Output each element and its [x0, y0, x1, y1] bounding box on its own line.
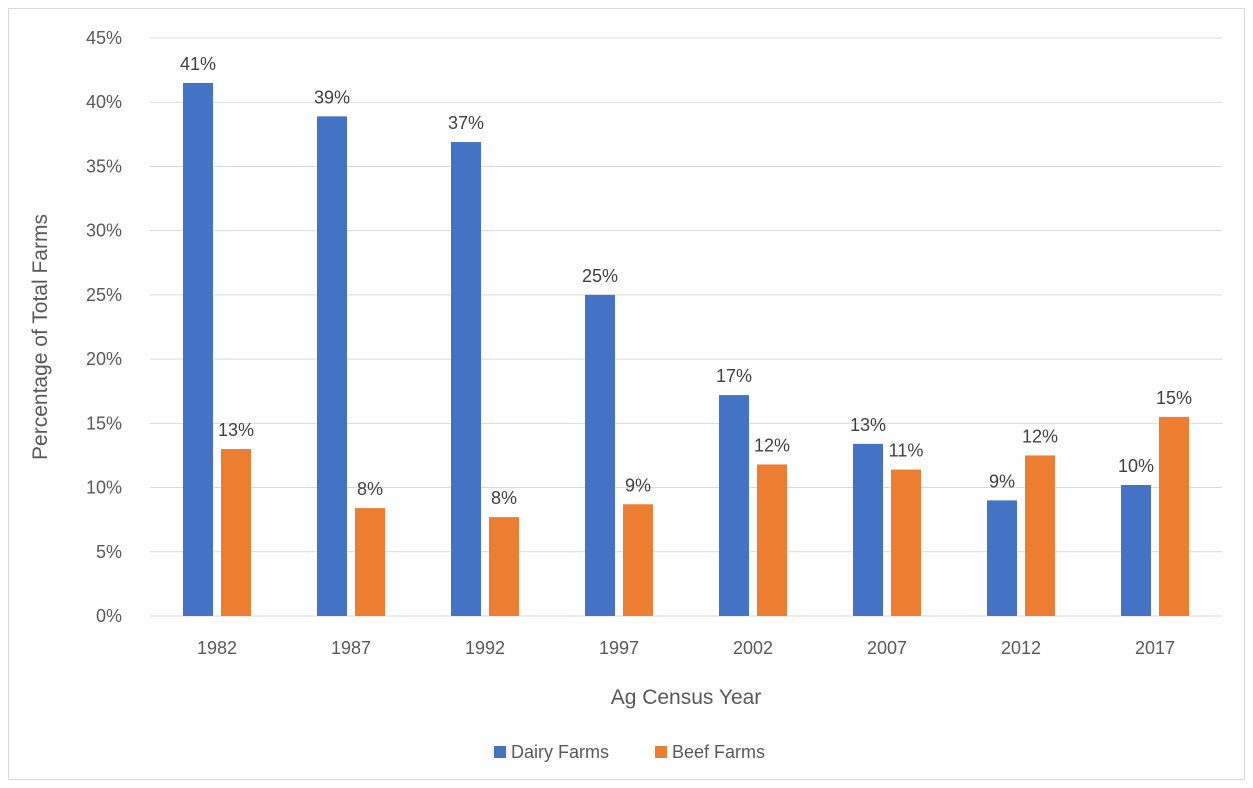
data-label: 8%: [491, 488, 517, 508]
bar-beef-farms-1997: [623, 504, 653, 616]
legend-label: Beef Farms: [672, 742, 765, 762]
bar-beef-farms-1987: [355, 508, 385, 616]
y-tick-label: 10%: [86, 478, 122, 498]
bar-beef-farms-2012: [1025, 455, 1055, 616]
legend-swatch-dairy-farms: [494, 746, 506, 758]
data-label: 9%: [625, 475, 651, 495]
x-tick-label: 2007: [867, 638, 907, 658]
data-label: 15%: [1156, 388, 1192, 408]
y-tick-label: 0%: [96, 606, 122, 626]
x-tick-label: 1997: [599, 638, 639, 658]
x-tick-label: 2012: [1001, 638, 1041, 658]
bar-dairy-farms-1997: [585, 294, 615, 616]
x-tick-label: 1992: [465, 638, 505, 658]
data-label: 41%: [180, 54, 216, 74]
data-label: 8%: [357, 479, 383, 499]
gridlines: [150, 37, 1222, 617]
legend-swatch-beef-farms: [655, 746, 667, 758]
data-label: 9%: [989, 471, 1015, 491]
y-tick-label: 40%: [86, 92, 122, 112]
y-axis-ticks: 0% 5% 10% 15% 20% 25% 30% 35% 40% 45%: [86, 28, 122, 626]
data-label: 17%: [716, 366, 752, 386]
y-tick-label: 20%: [86, 349, 122, 369]
x-tick-label: 1982: [197, 638, 237, 658]
bar-dairy-farms-2017: [1121, 484, 1151, 616]
x-axis-title: Ag Census Year: [611, 686, 762, 709]
chart-frame: [8, 8, 1245, 780]
bar-dairy-farms-2002: [719, 395, 749, 616]
y-tick-label: 35%: [86, 156, 122, 176]
data-label: 13%: [850, 415, 886, 435]
y-axis-title: Percentage of Total Farms: [29, 214, 52, 460]
bar-dairy-farms-1992: [451, 142, 481, 617]
bar-dairy-farms-1987: [317, 116, 347, 617]
bar-beef-farms-2002: [757, 464, 787, 616]
y-tick-label: 45%: [86, 28, 122, 48]
x-axis-ticks: 1982 1987 1992 1997 2002 2007 2012 2017: [197, 638, 1175, 658]
y-tick-label: 5%: [96, 542, 122, 562]
bars: [183, 82, 1189, 617]
data-label: 25%: [582, 266, 618, 286]
bar-beef-farms-2017: [1159, 416, 1189, 616]
data-label: 12%: [1022, 426, 1058, 446]
bar-dairy-farms-2012: [987, 500, 1017, 616]
data-label: 39%: [314, 87, 350, 107]
y-tick-label: 15%: [86, 413, 122, 433]
y-tick-label: 30%: [86, 221, 122, 241]
x-tick-label: 2017: [1135, 638, 1175, 658]
x-tick-label: 1987: [331, 638, 371, 658]
bar-beef-farms-2007: [891, 469, 921, 616]
data-label: 37%: [448, 113, 484, 133]
x-tick-label: 2002: [733, 638, 773, 658]
data-label: 11%: [889, 441, 924, 461]
legend-label: Dairy Farms: [511, 742, 609, 762]
bar-dairy-farms-2007: [853, 443, 883, 616]
data-labels: 41%13%39%8%37%8%25%9%17%12%13%11%9%12%10…: [180, 54, 1192, 508]
bar-beef-farms-1982: [221, 449, 251, 616]
legend: Dairy Farms Beef Farms: [494, 742, 765, 762]
data-label: 10%: [1118, 456, 1154, 476]
data-label: 12%: [754, 435, 790, 455]
bar-dairy-farms-1982: [183, 82, 213, 616]
y-tick-label: 25%: [86, 285, 122, 305]
bar-beef-farms-1992: [489, 517, 519, 616]
data-label: 13%: [218, 420, 254, 440]
